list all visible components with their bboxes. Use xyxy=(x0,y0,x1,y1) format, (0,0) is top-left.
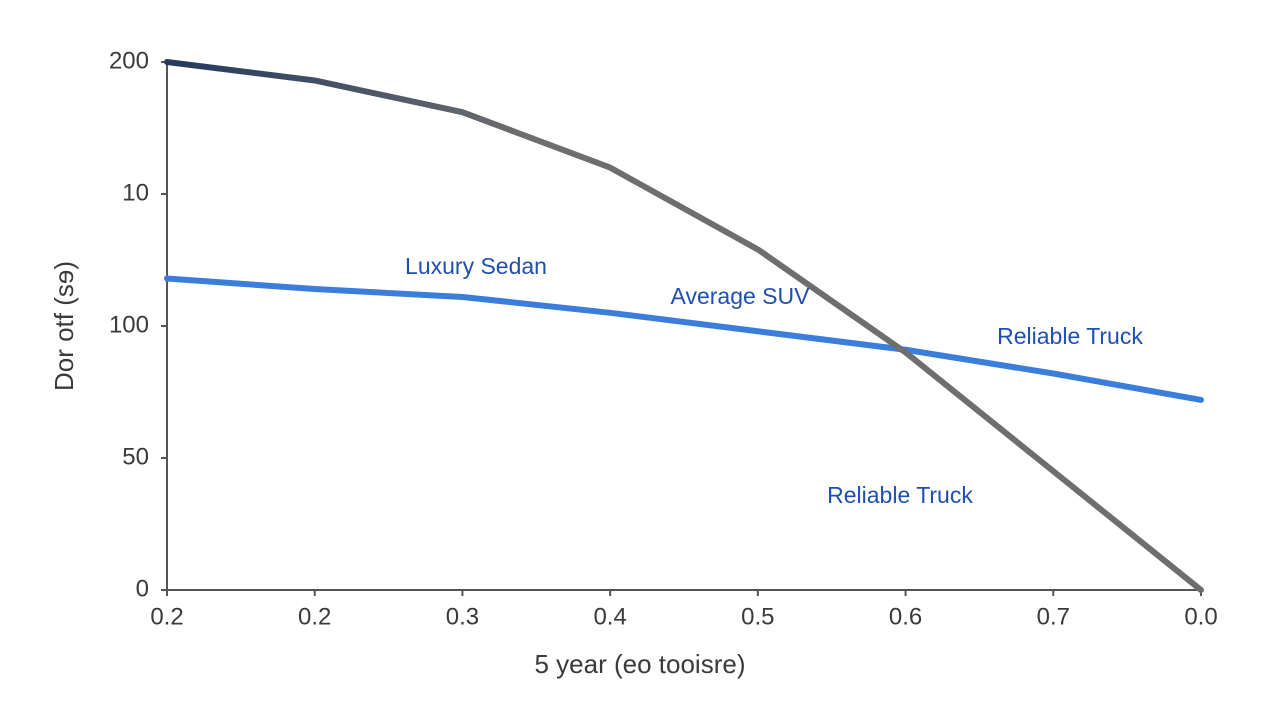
annotation: Average SUV xyxy=(671,283,811,309)
y-tick-label: 10 xyxy=(122,179,149,206)
y-tick-label: 50 xyxy=(122,443,149,470)
x-tick-label: 0.2 xyxy=(298,603,331,630)
y-tick-label: 100 xyxy=(109,311,149,338)
annotation: Luxury Sedan xyxy=(405,253,547,279)
x-tick-label: 0.0 xyxy=(1184,603,1217,630)
annotation: Reliable Truck xyxy=(827,482,973,508)
x-axis-title: 5 year (eo tooisre) xyxy=(535,649,746,679)
x-tick-label: 0.2 xyxy=(150,603,183,630)
x-tick-label: 0.4 xyxy=(593,603,626,630)
x-tick-label: 0.5 xyxy=(741,603,774,630)
x-tick-label: 0.3 xyxy=(446,603,479,630)
x-tick-label: 0.6 xyxy=(889,603,922,630)
y-axis-title: Dor otf (sɘ) xyxy=(49,261,79,391)
annotation: Reliable Truck xyxy=(997,323,1143,349)
y-tick-label: 0 xyxy=(136,575,149,602)
series-line xyxy=(164,275,1204,403)
series-line xyxy=(164,59,1204,593)
x-tick-label: 0.7 xyxy=(1037,603,1070,630)
y-tick-label: 200 xyxy=(109,47,149,74)
